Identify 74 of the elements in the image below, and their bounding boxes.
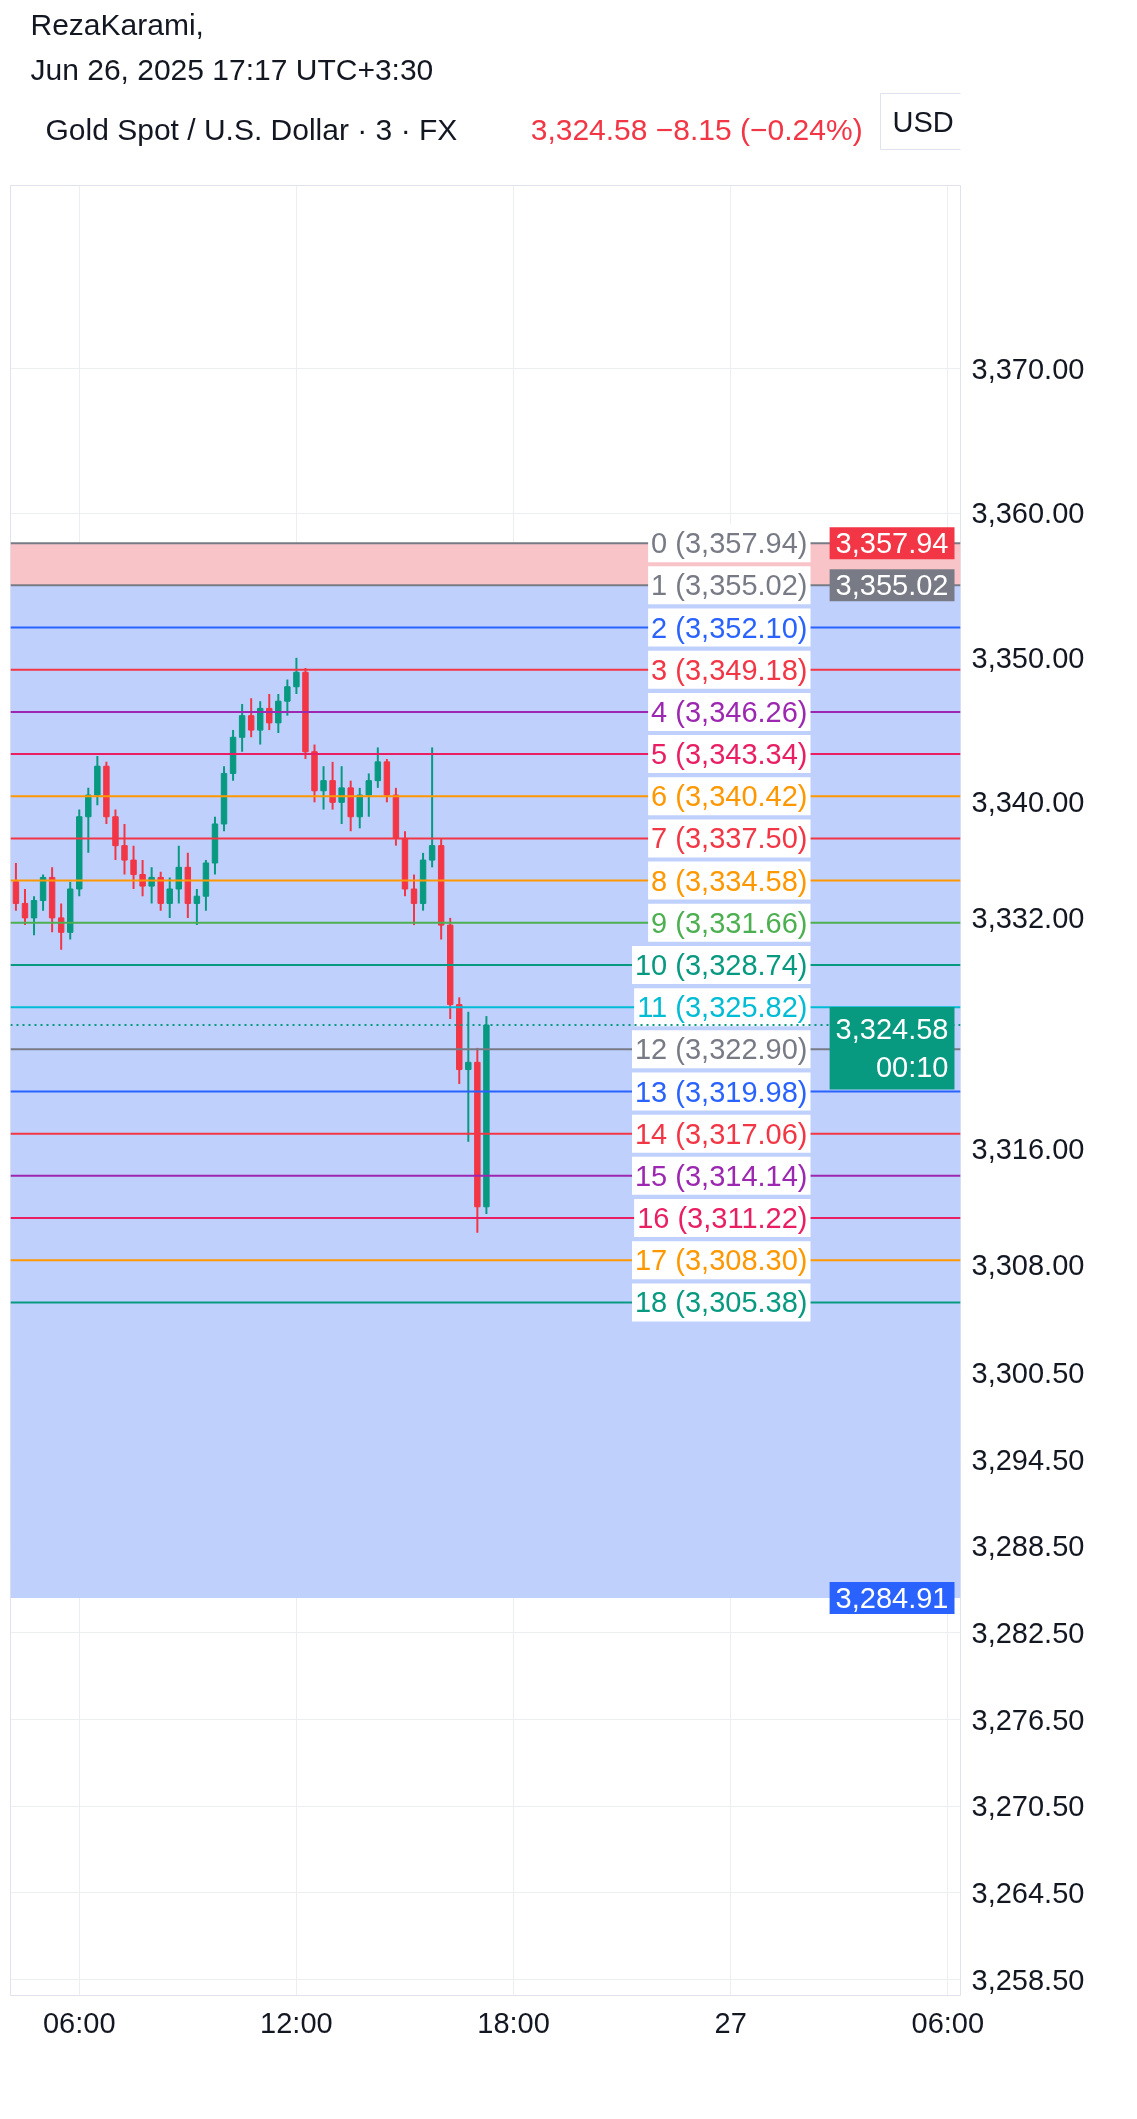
candlestick: [57, 902, 65, 951]
ref-line-label: 12 (3,322.90): [634, 1033, 808, 1066]
ref-line-label: 16 (3,311.22): [637, 1202, 808, 1235]
y-tick-label: 3,316.00: [971, 1133, 1085, 1165]
candlestick: [139, 859, 146, 898]
candlestick: [247, 697, 255, 739]
ref-line-label: 5 (3,343.34): [651, 738, 808, 771]
y-tick-label: 3,350.00: [971, 641, 1085, 674]
ref-line-label: 0 (3,357.94): [651, 527, 808, 560]
candlestick: [21, 887, 29, 927]
ref-line-label: 10 (3,328.74): [634, 948, 808, 981]
x-tick-label: 06:00: [42, 2006, 116, 2039]
x-tick-label: 18:00: [477, 2006, 550, 2039]
y-axis-title: USD: [892, 105, 954, 138]
ref-line-label: 3,324.58 00:10: [835, 1013, 949, 1084]
x-tick-label: 06:00: [911, 2006, 985, 2039]
text: Jun 26, 2025 17:17 UTC+3:30: [30, 52, 434, 86]
ref-line-label: 7 (3,337.50): [651, 822, 808, 855]
y-tick-label: 3,294.50: [971, 1443, 1085, 1476]
ref-line-label: 15 (3,314.14): [634, 1159, 808, 1192]
y-tick-label: 3,276.50: [971, 1703, 1085, 1736]
y-tick-label: 3,270.50: [971, 1790, 1085, 1823]
ref-line-label: 11 (3,325.82): [637, 991, 808, 1024]
y-tick-label: 3,332.00: [971, 901, 1085, 934]
y-tick-label: 3,288.50: [971, 1530, 1085, 1563]
ref-line-label: 4 (3,346.26): [651, 695, 808, 728]
ref-line-label: 3 (3,349.18): [651, 653, 808, 686]
y-tick-label: 3,340.00: [971, 786, 1085, 819]
ref-line-label: 2 (3,352.10): [651, 611, 808, 644]
candlestick: [410, 873, 418, 927]
ref-line-label: 8 (3,334.58): [651, 864, 808, 897]
y-tick-label: 3,360.00: [971, 497, 1085, 530]
x-tick-label: 12:00: [260, 2006, 333, 2039]
candlestick: [30, 895, 38, 937]
ref-line-label: 13 (3,319.98): [634, 1075, 808, 1108]
candlestick: [356, 786, 363, 830]
ref-line-label: 14 (3,317.06): [634, 1117, 808, 1150]
candlestick: [284, 678, 291, 717]
x-tick-label: 27: [714, 2006, 747, 2039]
annotation: 3,355.02: [835, 569, 949, 602]
chart-subtitle: 3,324.58 −8.15 (−0.24%): [530, 112, 863, 146]
band-label: 3,357.94: [835, 527, 949, 560]
candlestick: [130, 844, 137, 890]
candlestick: [166, 876, 173, 919]
y-tick-label: 3,300.50: [971, 1356, 1085, 1389]
candlestick: [85, 786, 92, 854]
candlestick: [257, 700, 264, 746]
candlestick: [12, 861, 20, 912]
y-tick-label: 3,370.00: [971, 352, 1085, 385]
candlestick: [320, 765, 327, 811]
candlestick: [428, 746, 436, 869]
ref-line-label: 6 (3,340.42): [651, 780, 808, 813]
text: RezaKarami,: [30, 7, 204, 41]
candlestick: [329, 760, 336, 811]
chart-title: Gold Spot / U.S. Dollar · 3 · FX: [45, 112, 458, 146]
candlestick: [374, 746, 382, 789]
ref-line-label: 17 (3,308.30): [634, 1244, 808, 1277]
candlestick: [175, 844, 182, 905]
y-tick-label: 3,282.50: [971, 1616, 1085, 1649]
ref-line-label: 9 (3,331.66): [651, 906, 808, 939]
y-tick-label: 3,308.00: [971, 1248, 1085, 1281]
candlestick: [148, 866, 155, 905]
candlestick: [275, 692, 282, 734]
candlestick: [193, 887, 201, 927]
candlestick: [266, 692, 273, 732]
ref-line-label: 18 (3,305.38): [634, 1286, 808, 1319]
candlestick: [338, 765, 345, 825]
ref-line-label: 1 (3,355.02): [651, 569, 808, 602]
candlestick: [238, 703, 246, 753]
band-label: 3,284.91: [835, 1582, 949, 1615]
y-tick-label: 3,264.50: [971, 1876, 1085, 1909]
candlestick: [365, 772, 372, 818]
y-tick-label: 3,258.50: [971, 1963, 1085, 1996]
candlestick: [293, 656, 300, 695]
